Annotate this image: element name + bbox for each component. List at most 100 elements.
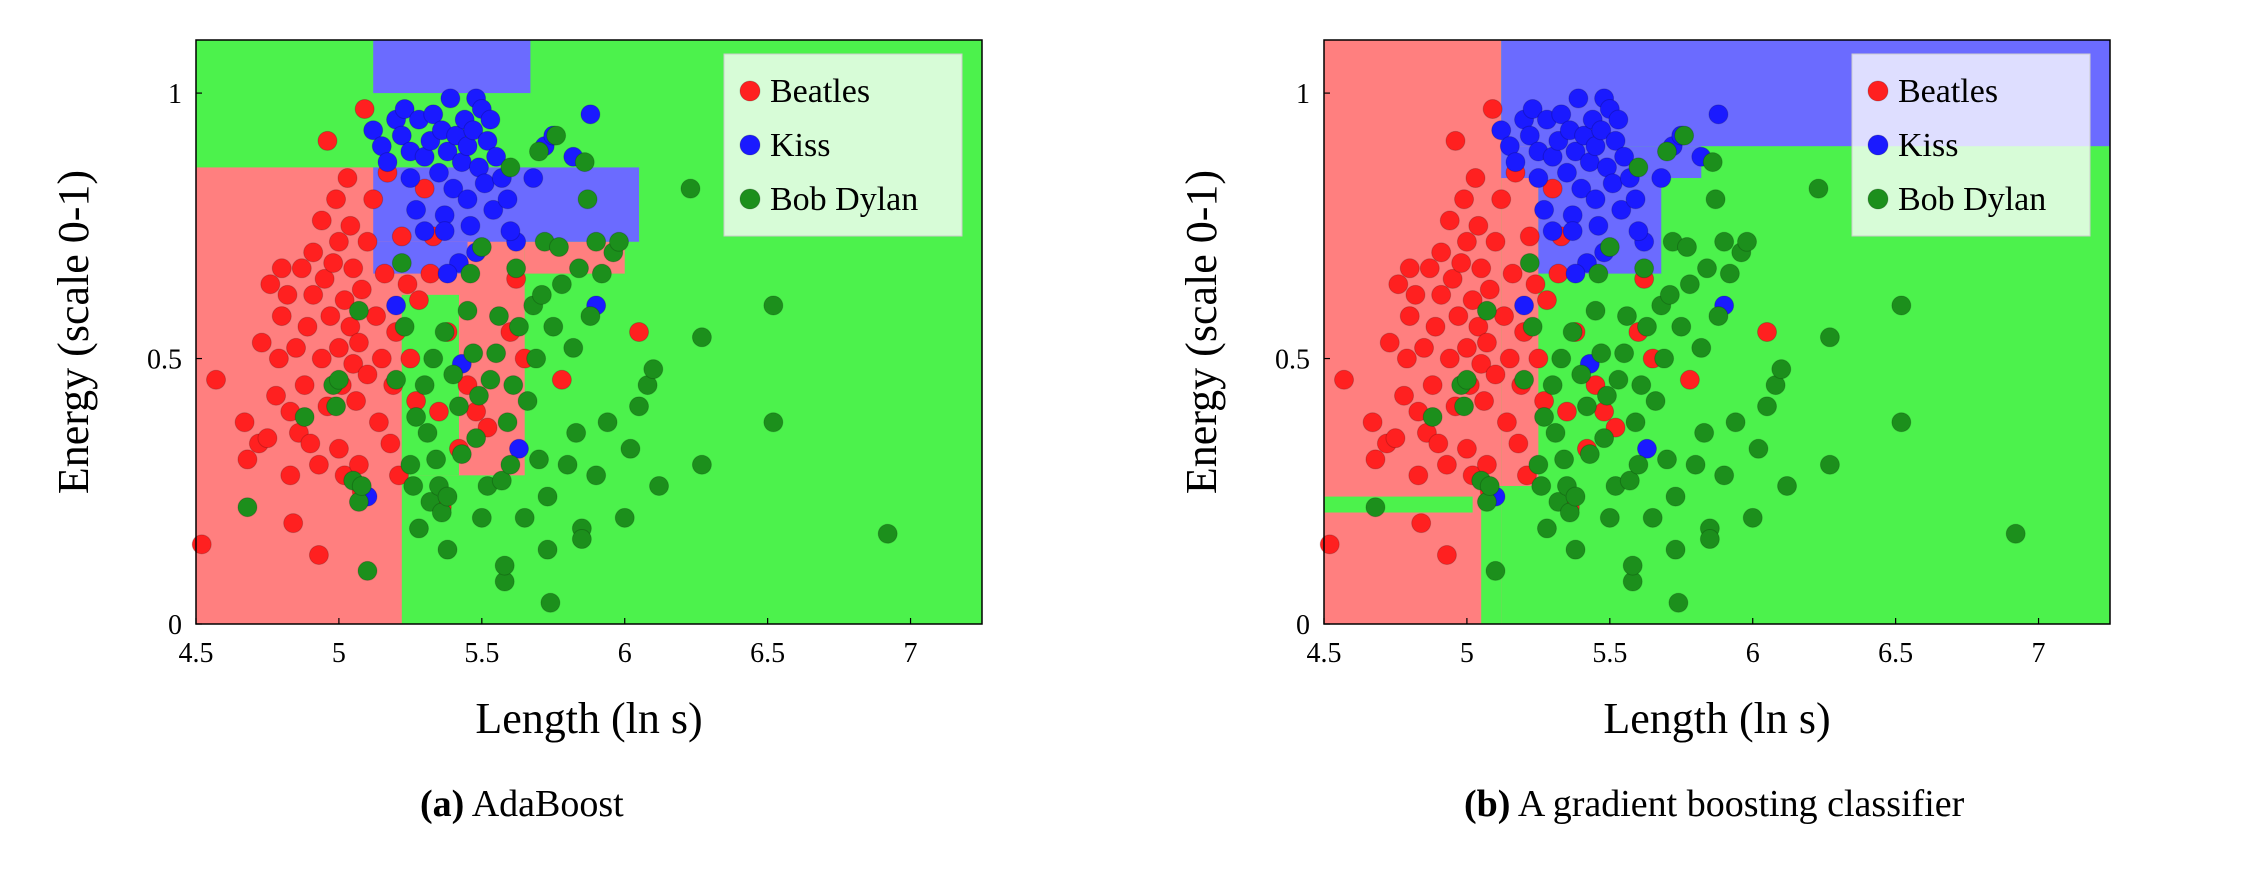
point-kiss <box>1571 178 1592 199</box>
caption-label: (b) <box>1464 783 1511 825</box>
point-bob-dylan <box>763 295 784 316</box>
decision-region-kiss <box>373 40 531 94</box>
point-bob-dylan <box>1696 258 1717 279</box>
point-beatles <box>1385 428 1406 449</box>
point-bob-dylan <box>1645 391 1666 412</box>
point-kiss <box>580 104 601 125</box>
point-beatles <box>340 316 361 337</box>
point-beatles <box>334 290 355 311</box>
point-bob-dylan <box>468 385 489 406</box>
point-beatles <box>317 130 338 151</box>
x-tick: 6.5 <box>1878 618 1913 669</box>
legend-marker-kiss <box>1867 134 1889 156</box>
point-kiss <box>1588 215 1609 236</box>
x-tick: 5 <box>332 618 346 669</box>
point-kiss <box>497 189 518 210</box>
legend: Beatles Kiss Bob Dylan <box>723 53 963 237</box>
point-beatles <box>251 332 272 353</box>
point-beatles <box>1471 258 1492 279</box>
point-beatles <box>1454 189 1475 210</box>
point-beatles <box>1445 130 1466 151</box>
point-bob-dylan <box>1656 141 1677 162</box>
point-bob-dylan <box>1422 406 1443 427</box>
point-beatles <box>380 433 401 454</box>
point-beatles <box>314 268 335 289</box>
point-beatles <box>1468 316 1489 337</box>
point-bob-dylan <box>1719 263 1740 284</box>
point-kiss <box>477 130 498 151</box>
point-beatles <box>551 369 572 390</box>
point-kiss <box>460 215 481 236</box>
point-beatles <box>257 428 278 449</box>
point-bob-dylan <box>1656 449 1677 470</box>
point-beatles <box>363 189 384 210</box>
x-tick: 6 <box>618 618 632 669</box>
legend-label-kiss: Kiss <box>770 127 830 164</box>
point-beatles <box>1456 438 1477 459</box>
point-bob-dylan <box>1576 396 1597 417</box>
point-bob-dylan <box>1671 316 1692 337</box>
point-kiss <box>377 152 398 173</box>
caption-text: AdaBoost <box>471 783 624 825</box>
point-beatles <box>1334 369 1355 390</box>
point-kiss <box>391 125 412 146</box>
point-bob-dylan <box>551 274 572 295</box>
point-kiss <box>1505 152 1526 173</box>
point-bob-dylan <box>357 560 378 581</box>
point-kiss <box>486 146 507 167</box>
x-tick: 6 <box>1746 618 1760 669</box>
point-beatles <box>191 534 212 555</box>
legend-label-beatles: Beatles <box>1898 73 1998 110</box>
point-bob-dylan <box>1699 529 1720 550</box>
point-bob-dylan <box>531 284 552 305</box>
point-beatles <box>1396 348 1417 369</box>
point-bob-dylan <box>417 422 438 443</box>
x-tick: 5 <box>1460 618 1474 669</box>
point-bob-dylan <box>643 359 664 380</box>
point-beatles <box>1411 513 1432 534</box>
caption-label: (a) <box>420 783 465 825</box>
point-kiss <box>1591 120 1612 141</box>
point-bob-dylan <box>763 412 784 433</box>
point-kiss <box>1514 295 1535 316</box>
point-bob-dylan <box>1777 475 1798 496</box>
point-bob-dylan <box>1608 369 1629 390</box>
point-bob-dylan <box>491 470 512 491</box>
point-bob-dylan <box>629 396 650 417</box>
point-bob-dylan <box>1636 316 1657 337</box>
point-beatles <box>1394 385 1415 406</box>
point-bob-dylan <box>1808 178 1829 199</box>
point-bob-dylan <box>548 237 569 258</box>
point-bob-dylan <box>1599 507 1620 528</box>
point-bob-dylan <box>480 369 501 390</box>
point-bob-dylan <box>1534 406 1555 427</box>
point-bob-dylan <box>574 152 595 173</box>
point-bob-dylan <box>294 406 315 427</box>
point-beatles <box>1431 284 1452 305</box>
point-bob-dylan <box>437 539 458 560</box>
point-bob-dylan <box>1708 306 1729 327</box>
point-bob-dylan <box>1571 364 1592 385</box>
x-tick-label: 6.5 <box>750 638 785 669</box>
legend-marker-kiss <box>739 134 761 156</box>
point-bob-dylan <box>540 592 561 613</box>
point-beatles <box>308 544 329 565</box>
x-tick: 5.5 <box>1592 618 1627 669</box>
point-bob-dylan <box>1619 470 1640 491</box>
point-beatles <box>323 252 344 273</box>
point-kiss <box>457 189 478 210</box>
point-bob-dylan <box>1519 252 1540 273</box>
point-beatles <box>1436 544 1457 565</box>
point-kiss <box>440 88 461 109</box>
point-beatles <box>1422 375 1443 396</box>
point-bob-dylan <box>434 322 455 342</box>
x-tick: 5.5 <box>464 618 499 669</box>
point-beatles <box>286 337 307 358</box>
point-beatles <box>1456 337 1477 358</box>
point-beatles <box>1542 178 1563 199</box>
point-bob-dylan <box>1819 454 1840 475</box>
point-bob-dylan <box>1562 322 1583 342</box>
point-beatles <box>354 99 375 120</box>
point-beatles <box>391 226 412 247</box>
point-beatles <box>414 178 435 199</box>
